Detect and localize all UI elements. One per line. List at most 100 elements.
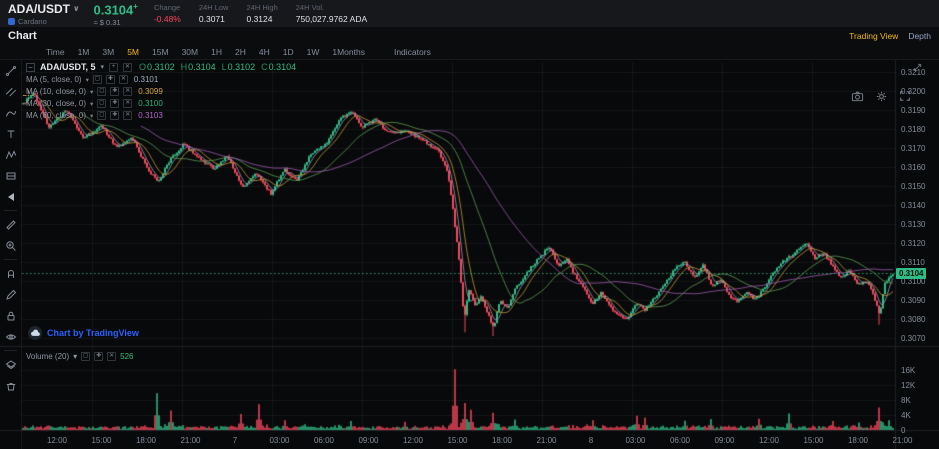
ma-label[interactable]: MA (10, close, 0) [26,87,87,96]
time-tick: 8 [588,436,594,445]
price-tick: 0.3150 [901,182,926,191]
view-tab-depth[interactable]: Depth [908,30,931,41]
hide-indicator-icon[interactable]: ◻ [92,75,102,84]
price-direction-indicator: + [133,2,138,12]
ohlc-item: H 0.3104 [181,62,216,72]
chevron-down-icon[interactable]: ▾ [85,76,89,84]
stat-value: 0.3124 [246,14,273,24]
indicator-settings-icon[interactable]: ✚ [110,99,120,108]
last-price-tag: 0.3104 [896,268,927,280]
interval-1m[interactable]: 1M [77,46,90,57]
hide-indicator-icon[interactable]: ◻ [97,99,107,108]
price-tick: 0.3130 [901,220,926,229]
legend-compare-icon[interactable]: ✕ [123,62,133,72]
interval-15m[interactable]: 15M [152,46,169,57]
time-tick: 18:00 [491,436,513,445]
interval-5m[interactable]: 5M [127,46,140,57]
price-tick: 0.3140 [901,201,926,210]
price-tick: 0.3190 [901,106,926,115]
ohlc-item: C 0.3104 [261,62,296,72]
ma-indicator-row: MA (60, close, 0) ▾ ◻ ✚ ✕ 0.3103 [26,111,163,120]
ma-label[interactable]: MA (60, close, 0) [26,111,87,120]
interval-3m[interactable]: 3M [102,46,115,57]
ma-indicator-row: MA (30, close, 0) ▾ ◻ ✚ ✕ 0.3100 [26,99,163,108]
price-tick: 0.3090 [901,296,926,305]
interval-1months[interactable]: 1Months [332,46,365,57]
ma-label[interactable]: MA (30, close, 0) [26,99,87,108]
time-tick: 06:00 [669,436,691,445]
attribution-text[interactable]: Chart by TradingView [47,328,139,338]
indicator-settings-icon[interactable]: ✚ [110,87,120,96]
expand-pane-icon[interactable] [912,62,923,73]
interval-1d[interactable]: 1D [282,46,294,57]
price-tick: 0.3080 [901,315,926,324]
view-tab-trading-view[interactable]: Trading View [849,30,899,41]
interval-1w[interactable]: 1W [306,46,320,57]
chevron-down-icon[interactable]: ▾ [73,352,78,361]
collapse-legend-icon[interactable]: − [26,62,35,72]
stat-value: -0.48% [153,14,181,24]
interval-4h[interactable]: 4H [258,46,270,57]
remove-indicator-icon[interactable]: ✕ [107,352,117,361]
chevron-down-icon[interactable]: ▾ [100,64,105,71]
price-tick: 0.3120 [901,239,926,248]
indicator-settings-icon[interactable]: ✚ [105,75,115,84]
indicator-settings-icon[interactable]: ✚ [94,352,104,361]
ma-indicator-row: MA (5, close, 0) ▾ ◻ ✚ ✕ 0.3101 [26,75,158,84]
volume-label[interactable]: Volume (20) [26,352,70,361]
ohlc-key: O [139,62,147,72]
interval-time[interactable]: Time [46,46,65,57]
legend-add-icon[interactable]: + [109,62,119,72]
pair-selector[interactable]: ADA/USDT ∨ Cardano [8,2,80,26]
remove-indicator-icon[interactable]: ✕ [123,99,133,108]
hide-indicator-icon[interactable]: ◻ [81,352,91,361]
interval-2h[interactable]: 2H [234,46,246,57]
chevron-down-icon[interactable]: ▾ [90,88,94,96]
ma-value: 0.3101 [133,75,159,84]
ohlc-item: O 0.3102 [139,62,175,72]
market-stats: Change -0.48% 24H Low 0.3071 24H High 0.3124 2… [154,3,367,24]
time-tick: 15:00 [447,436,468,445]
ohlc-value: 0.3104 [188,62,216,72]
legend-symbol[interactable]: ADA/USDT, 5 [40,62,96,72]
interval-1h[interactable]: 1H [211,46,222,57]
stat-label: 24H Vol. [295,3,325,12]
network-label: Cardano [18,16,47,26]
stat-label: Change [153,3,181,12]
time-tick: 03:00 [625,436,646,445]
ohlc-key: C [261,62,268,72]
time-tick: 21:00 [892,436,913,445]
hide-indicator-icon[interactable]: ◻ [97,87,107,96]
cardano-coin-icon [8,17,15,25]
volume-legend: Volume (20) ▾ ◻ ✚ ✕ 526 [26,352,134,361]
remove-indicator-icon[interactable]: ✕ [123,87,133,96]
time-tick: 7 [232,436,238,445]
volume-tick: 12K [901,381,916,390]
price-tick: 0.3210 [901,68,926,77]
time-tick: 03:00 [269,436,290,445]
ma-label[interactable]: MA (5, close, 0) [26,75,82,84]
chart-canvas[interactable] [0,60,939,449]
indicator-settings-icon[interactable]: ✚ [110,111,120,120]
hide-indicator-icon[interactable]: ◻ [97,111,107,120]
time-tick: 18:00 [847,436,869,445]
chevron-down-icon[interactable]: ▾ [90,112,94,120]
interval-30m[interactable]: 30M [181,46,199,57]
time-tick: 15:00 [91,436,112,445]
time-tick: 21:00 [180,436,201,445]
ohlc-value: 0.3104 [268,62,297,72]
ma-value: 0.3099 [138,87,163,96]
time-tick: 12:00 [758,436,780,445]
chevron-down-icon[interactable]: ∨ [73,4,80,13]
interval-indicators[interactable]: Indicators [393,46,431,57]
stat-label: 24H High [246,3,278,12]
remove-indicator-icon[interactable]: ✕ [123,111,133,120]
chevron-down-icon[interactable]: ▾ [90,100,94,108]
last-price-block: 0.3104+ ≈ $ 0.31 [94,0,138,26]
price-tick: 0.3200 [901,87,926,96]
remove-indicator-icon[interactable]: ✕ [118,75,128,84]
price-tick: 0.3070 [901,334,926,343]
tradingview-attribution[interactable]: Chart by TradingView [28,326,139,340]
time-tick: 12:00 [402,436,424,445]
